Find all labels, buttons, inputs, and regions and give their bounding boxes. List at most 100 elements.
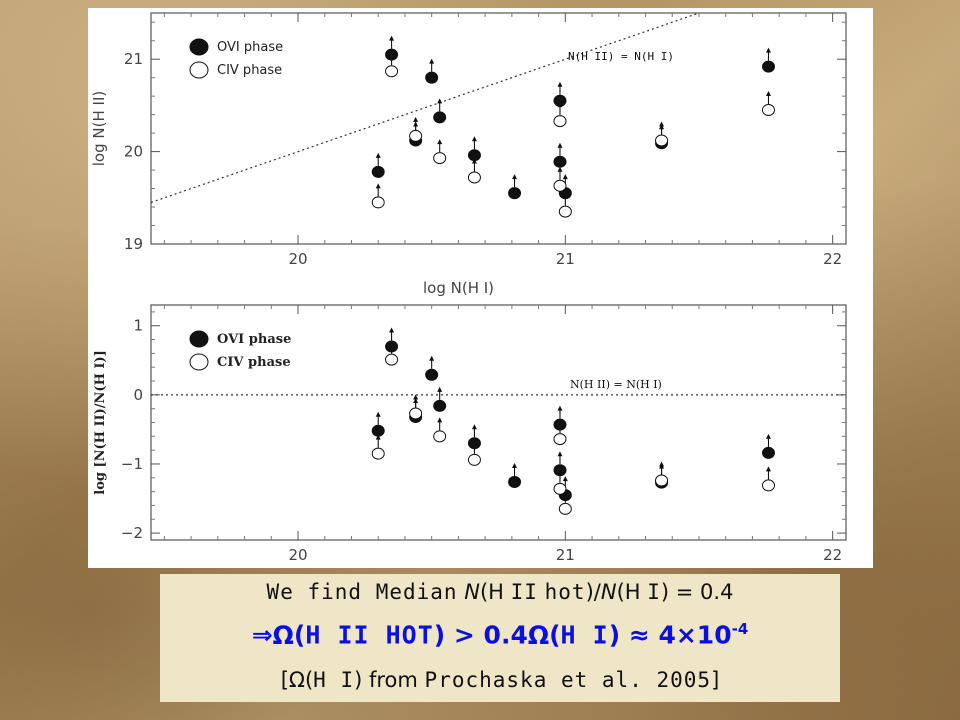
panel2-arrow-head (557, 469, 563, 475)
panel2-arrow-head (765, 433, 771, 439)
panel1-ovi-point (553, 155, 567, 168)
panel1-legend-label: OVI phase (217, 40, 283, 55)
roman-one-text: I (647, 580, 661, 604)
panel1-y-tick-label: 19 (124, 235, 143, 253)
panel1-ovi-point (761, 60, 775, 73)
panel1-arrow-head (765, 47, 771, 53)
panel2-y-tick-label: −1 (121, 455, 143, 473)
panel2-arrow-head (557, 451, 563, 457)
h1-text: H I (560, 620, 609, 650)
panel2-legend-label: OVI phase (217, 332, 291, 347)
panel1-civ-point (467, 171, 481, 184)
we-find-text: We find Median (266, 580, 458, 604)
panel2-arrow-head (429, 355, 435, 361)
panel2-arrow-head (512, 462, 518, 468)
panel1-arrow-head (413, 116, 419, 122)
panel1-arrow-head (437, 98, 443, 104)
panel2-x-tick-label: 21 (556, 546, 575, 564)
panel1-equality-label: N(H II) = N(H I) (568, 50, 674, 63)
panel2-legend-marker-open (189, 353, 209, 371)
panel1-arrow-head (429, 58, 435, 64)
implies-omega-text: ⇒Ω( (251, 620, 306, 650)
panel2-civ-point (761, 479, 775, 492)
panel1-x-tick-label: 22 (823, 250, 842, 268)
panel1-arrow-head (765, 91, 771, 97)
panel2-arrow-head (562, 476, 568, 482)
panel2-civ-point (371, 447, 385, 460)
panel2-arrow-head (471, 440, 477, 446)
panel1-arrow-head (375, 183, 381, 189)
panel1-civ-point (409, 129, 423, 142)
panel1-arrow-head (562, 192, 568, 198)
panel1-civ-point (558, 205, 572, 218)
panel2-y-tick-label: −2 (121, 524, 143, 542)
panel2-legend-label: CIV phase (217, 355, 291, 370)
panel2-equality-label: N(H II) = N(H I) (570, 378, 662, 391)
panel2-x-tick-label: 20 (288, 546, 307, 564)
panel1-civ-point (433, 152, 447, 165)
panel1-arrow-head (375, 152, 381, 158)
panel2-civ-point (553, 482, 567, 495)
greater-than-text: ) > 0.4Ω( (433, 620, 561, 650)
panel1-equality-line (150, 12, 700, 203)
panel1-arrow-head (659, 121, 665, 127)
panel2-arrow-head (389, 340, 395, 346)
panel1-civ-point (761, 104, 775, 117)
panel1-arrow-head (512, 174, 518, 180)
median-statement: We find Median N(H II hot)/N(H I) = 0.4 (160, 580, 840, 604)
panel1-arrow-head (437, 139, 443, 145)
panel1-x-tick-label: 20 (288, 250, 307, 268)
panel2-y-axis-label: log [N(H II)/N(H I)] (93, 350, 108, 495)
panel1-arrow-head (562, 174, 568, 180)
panel1-legend-marker-filled (189, 38, 209, 56)
panel2-x-tick-label: 22 (823, 546, 842, 564)
panel1-arrow-head (557, 102, 563, 108)
n-symbol: N (464, 580, 480, 604)
panel1-ovi-point (425, 71, 439, 84)
panel2-arrow-head (375, 434, 381, 440)
panel1-legend-marker-open (189, 61, 209, 79)
panel2-arrow-head (375, 411, 381, 417)
omega-statement: ⇒Ω(H II HOT) > 0.4Ω(H I) ≈ 4×10-4 (160, 620, 840, 649)
median-value-text: ) = 0.4 (660, 580, 734, 604)
panel1-ovi-point (433, 111, 447, 124)
panel1-ovi-point (371, 165, 385, 178)
panel1-y-tick-label: 20 (124, 143, 143, 161)
panel1-arrow-head (389, 35, 395, 41)
panel2-civ-point (553, 433, 567, 446)
h-open-text: (H (479, 580, 504, 604)
exponent-text: -4 (731, 620, 749, 638)
panel1-civ-point (385, 65, 399, 78)
panel2-legend-marker-filled (189, 330, 209, 348)
panel1-civ-point (371, 196, 385, 209)
panel2-ovi-point (508, 475, 522, 488)
panel1-arrow-head (471, 158, 477, 164)
panel2-arrow-head (413, 394, 419, 400)
ref-close-text: ] (711, 668, 720, 692)
panel2-y-tick-label: 1 (133, 317, 143, 335)
panel1-x-tick-label: 21 (556, 250, 575, 268)
ratio-slash-text: )/ (585, 580, 601, 604)
panel2-civ-point (409, 407, 423, 420)
reference-statement: [Ω(H I) from Prochaska et al. 2005] (160, 668, 840, 692)
panel2-ovi-point (761, 446, 775, 459)
panel2-ovi-point (433, 399, 447, 412)
h2-hot-text: H II HOT (305, 620, 434, 650)
panel2-civ-point (433, 430, 447, 443)
panel1-civ-point (553, 179, 567, 192)
panel2-y-tick-label: 0 (133, 386, 143, 404)
panel2-arrow-head (562, 489, 568, 495)
panel1-x-axis-label: log N(H I) (423, 279, 494, 297)
panel2-arrow-head (437, 386, 443, 392)
panel2-civ-point (655, 474, 669, 487)
approx-value-text: ) ≈ 4×10 (608, 620, 732, 650)
hot-text: hot (544, 580, 586, 604)
panel1-legend-label: CIV phase (217, 63, 282, 78)
panel2-arrow-head (389, 327, 395, 333)
citation-text: Prochaska et al. 2005 (424, 668, 712, 692)
ref-open-text: [Ω( (280, 668, 314, 692)
panel1-y-axis-label: log N(H II) (90, 91, 108, 166)
n-symbol-2: N (600, 580, 617, 604)
panel1-arrow-head (557, 166, 563, 172)
panel2-arrow-head (659, 461, 665, 467)
